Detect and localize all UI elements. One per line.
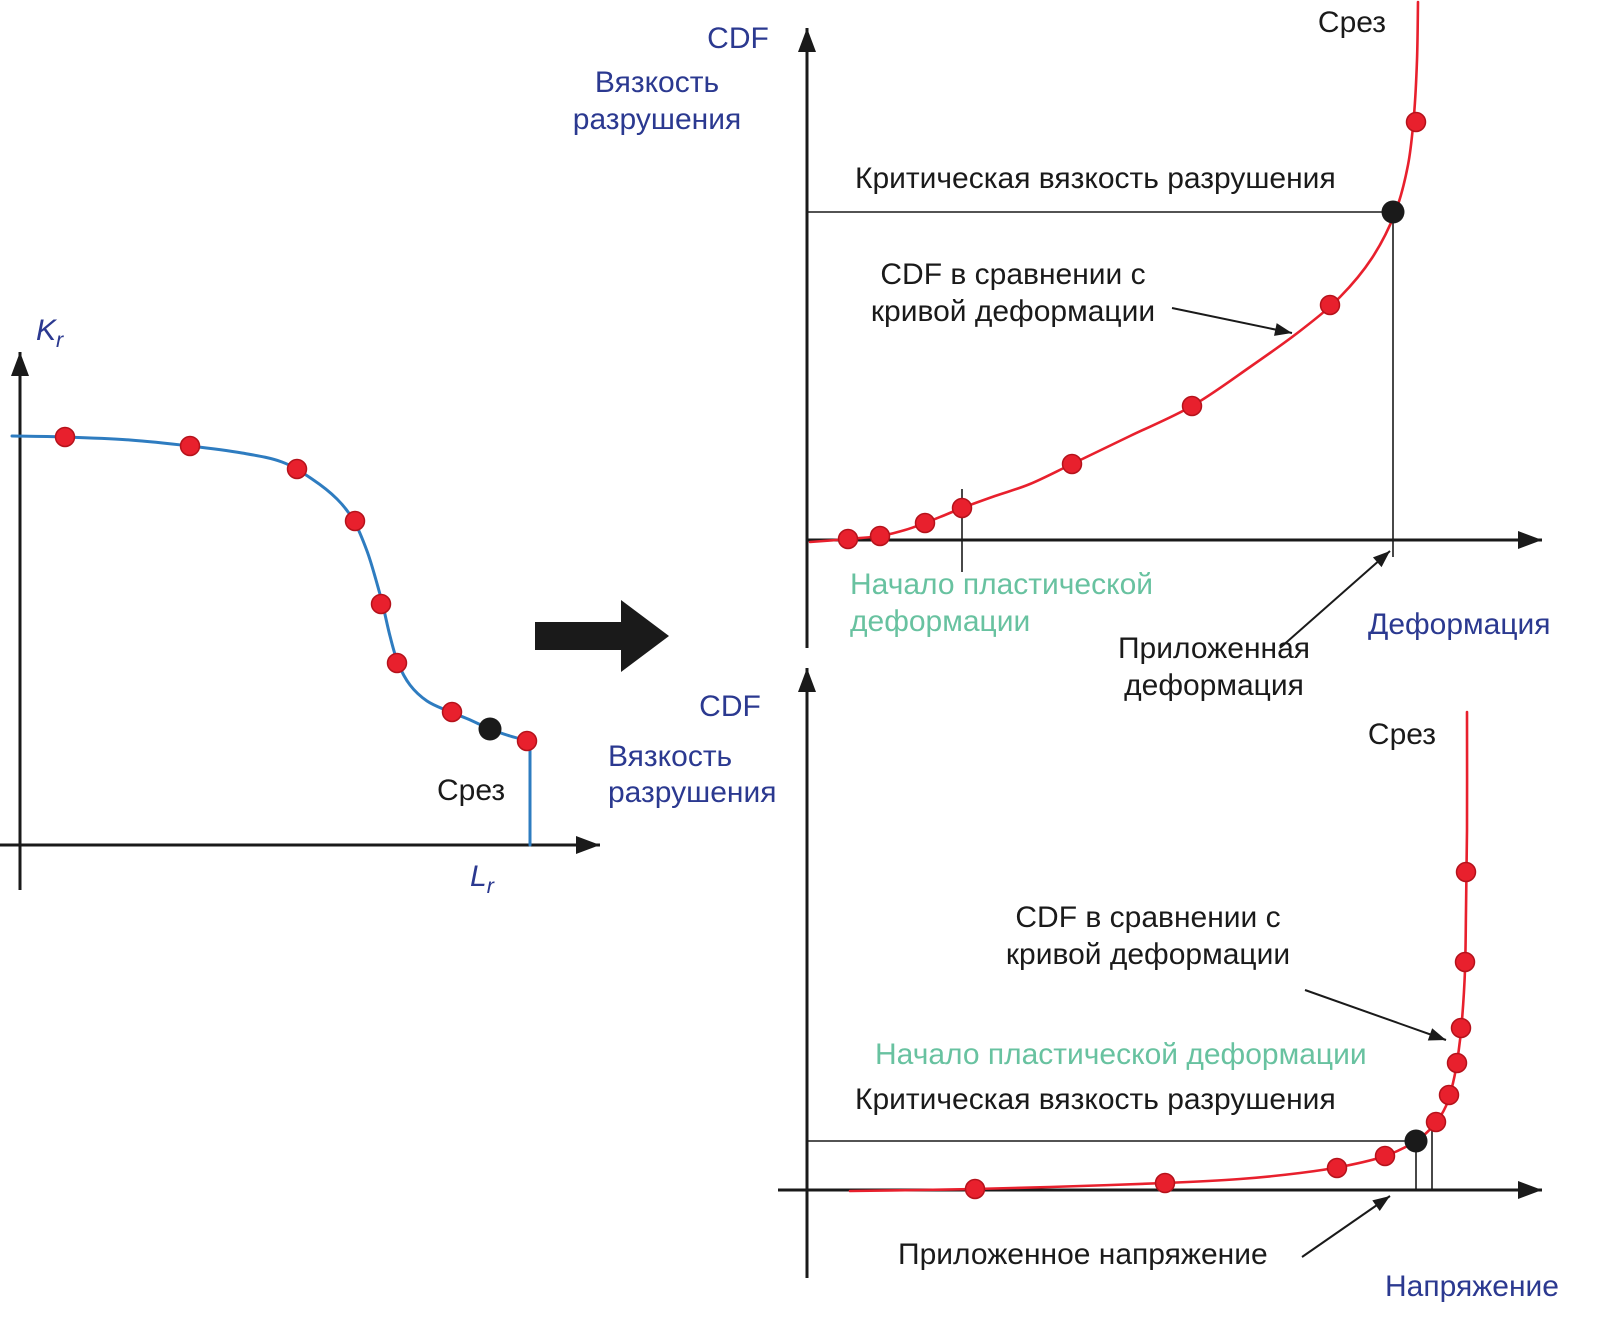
data-point <box>1154 1172 1176 1194</box>
stress-critical-toughness-label: Критическая вязкость разрушения <box>855 1083 1336 1116</box>
data-point <box>1450 1017 1472 1039</box>
data-point <box>1374 1145 1396 1167</box>
data-point <box>837 528 859 550</box>
stress-x-axis-label: Напряжение <box>1385 1270 1559 1303</box>
data-point <box>370 593 392 615</box>
data-point <box>951 497 973 519</box>
stress-cdf-vs-curve-label-line2: кривой деформации <box>1005 938 1291 971</box>
strain-cdf-vs-curve-label-line1: CDF в сравнении с <box>880 258 1146 291</box>
annotation-arrowhead <box>1372 1196 1390 1212</box>
strain-cdf-vs-curve-label-line2: кривой деформации <box>870 295 1156 328</box>
stress-y-axis-label-line2: разрушения <box>608 776 777 809</box>
fad-x-axis-label: Lr <box>470 860 494 899</box>
data-point <box>1061 453 1083 475</box>
data-point <box>441 701 463 723</box>
stress-cutoff-label: Срез <box>1367 718 1437 751</box>
strain-critical-toughness-label: Критическая вязкость разрушения <box>855 162 1336 195</box>
data-point <box>1326 1157 1348 1179</box>
strain-y-axis-label-line2: разрушения <box>572 103 742 136</box>
strain-cdf-label: CDF <box>707 22 769 55</box>
critical-point <box>1381 200 1405 224</box>
strain-y-axis-label-line1: Вязкость <box>594 66 720 99</box>
transition-arrow <box>535 600 669 672</box>
data-point <box>964 1178 986 1200</box>
axis-arrowhead <box>1518 1181 1542 1199</box>
data-point <box>869 525 891 547</box>
axis-arrowhead <box>11 352 29 376</box>
annotation-arrow-line <box>1171 307 1293 334</box>
chart-stress <box>778 668 1542 1278</box>
annotation-arrowhead <box>1274 323 1292 336</box>
fad-y-axis-label-sub: r <box>56 327 64 352</box>
stress-cdf-label: CDF <box>699 690 761 723</box>
data-point <box>1454 951 1476 973</box>
data-point <box>1455 861 1477 883</box>
fad-x-axis-label-main: L <box>470 860 487 893</box>
data-point <box>914 512 936 534</box>
chart-fad <box>0 352 600 890</box>
data-point <box>1446 1052 1468 1074</box>
data-point <box>286 458 308 480</box>
strain-cutoff-label: Срез <box>1317 6 1387 39</box>
chart-strain <box>798 0 1542 649</box>
strain-applied-strain-label-line2: деформация <box>1124 669 1304 702</box>
stress-y-axis-label-line1: Вязкость <box>608 740 733 773</box>
fad-y-axis-label: Kr <box>36 314 63 353</box>
data-point <box>344 510 366 532</box>
annotation-arrowhead <box>1372 551 1390 568</box>
data-point <box>1425 1111 1447 1133</box>
annotation-arrow-line <box>1301 1195 1391 1258</box>
axis-arrowhead <box>576 836 600 854</box>
stress-plastic-onset-label: Начало пластической деформации <box>875 1038 1367 1071</box>
critical-point <box>478 717 502 741</box>
critical-point <box>1404 1129 1428 1153</box>
stress-cdf-vs-curve-label-line1: CDF в сравнении с <box>1015 901 1281 934</box>
curve <box>10 434 531 743</box>
data-point <box>1319 294 1341 316</box>
data-point <box>1181 395 1203 417</box>
stress-applied-stress-label: Приложенное напряжение <box>898 1238 1268 1271</box>
annotation-arrow-line <box>1279 550 1391 649</box>
axis-arrowhead <box>1518 531 1542 549</box>
axis-arrowhead <box>798 668 816 692</box>
data-point <box>386 652 408 674</box>
fad-y-axis-label-main: K <box>36 314 57 347</box>
fad-cutoff-label: Срез <box>437 774 506 807</box>
curve <box>808 0 1420 544</box>
strain-plastic-onset-label-line1: Начало пластической <box>850 568 1154 601</box>
data-point <box>1438 1084 1460 1106</box>
strain-plastic-onset-label-line2: деформации <box>850 605 1031 638</box>
strain-x-axis-label: Деформация <box>1368 608 1551 641</box>
data-point <box>516 730 538 752</box>
annotation-arrow-line <box>1304 989 1447 1041</box>
data-point <box>1405 111 1427 133</box>
annotation-arrowhead <box>1427 1028 1446 1041</box>
data-point <box>179 435 201 457</box>
strain-applied-strain-label-line1: Приложенная <box>1117 632 1311 665</box>
axis-arrowhead <box>798 28 816 52</box>
fad-x-axis-label-sub: r <box>486 873 494 898</box>
data-point <box>54 426 76 448</box>
